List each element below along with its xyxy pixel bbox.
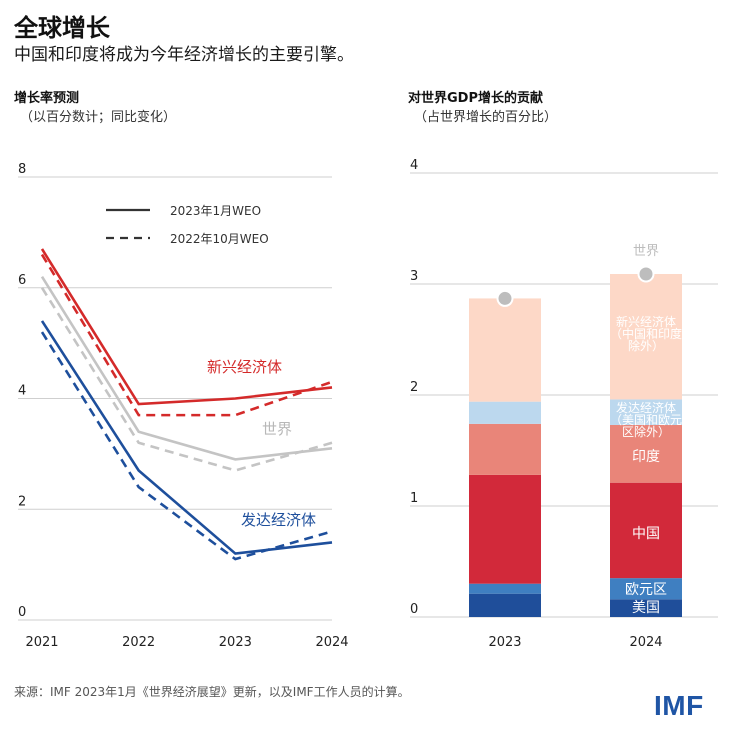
bar-label: 发达经济体	[616, 400, 676, 415]
bar-label: 欧元区	[625, 582, 667, 598]
bar-label: （美国和欧元	[610, 413, 682, 427]
bar-segment-3	[469, 423, 541, 475]
series-line-1	[40, 253, 333, 417]
y-tick-label: 2	[18, 494, 26, 509]
y-tick-label: 0	[410, 602, 418, 617]
series-annotation: 发达经济体	[241, 511, 316, 529]
bar-label: 中国	[632, 526, 660, 542]
x-tick-label: 2024	[629, 635, 662, 650]
series-line-0	[40, 248, 333, 406]
bar-segment-1	[610, 578, 682, 600]
bar-segment-0	[469, 593, 541, 617]
bar-segment-2	[610, 482, 682, 579]
y-tick-label: 8	[18, 162, 26, 177]
right-chart-subtitle: （占世界增长的百分比）	[414, 110, 558, 125]
left-chart-subtitle: （以百分数计；同比变化）	[20, 110, 177, 125]
left-chart-title: 增长率预测	[14, 91, 80, 106]
imf-logo: IMF	[654, 690, 704, 721]
y-tick-label: 0	[18, 605, 26, 620]
series-line-5	[40, 331, 333, 561]
x-tick-label: 2024	[315, 635, 348, 650]
series-annotation: 新兴经济体	[207, 358, 282, 376]
bar-segment-2	[469, 474, 541, 584]
y-tick-label: 4	[410, 158, 418, 173]
world-marker	[637, 265, 655, 283]
legend-label: 2022年10月WEO	[170, 232, 269, 246]
page-title: 全球增长	[14, 14, 110, 42]
bar-segment-1	[469, 583, 541, 594]
bar-label: 印度	[632, 449, 660, 465]
bar-segment-0	[610, 599, 682, 617]
bar-segment-5	[610, 274, 682, 400]
y-tick-label: 4	[18, 384, 26, 399]
bar-label: 世界	[633, 244, 659, 259]
x-tick-label: 2021	[25, 635, 58, 650]
bar-label: 新兴经济体	[616, 314, 676, 329]
x-tick-label: 2023	[219, 635, 252, 650]
x-tick-label: 2023	[488, 635, 521, 650]
y-tick-label: 1	[410, 491, 418, 506]
bar-segment-5	[469, 298, 541, 402]
charts-canvas: 0 2 4 6 8 2021 2022 2023 2024 2023年1月WEO 2022年10月W…	[18, 158, 718, 650]
bar-segment-3	[610, 424, 682, 483]
x-tick-label: 2022	[122, 635, 155, 650]
y-tick-label: 2	[410, 380, 418, 395]
line-chart: 0 2 4 6 8 2021 2022 2023 2024 2023年1月WEO 2022年10月W…	[18, 162, 349, 650]
right-chart-title: 对世界GDP增长的贡献	[408, 91, 543, 106]
legend-label: 2023年1月WEO	[170, 204, 261, 218]
bar-label: 除外）	[628, 338, 664, 353]
bar-segment-4	[610, 399, 682, 425]
source-note: 来源：IMF 2023年1月《世界经济展望》更新，以及IMF工作人员的计算。	[14, 685, 410, 699]
series-line-3	[40, 287, 333, 472]
series-annotation: 世界	[262, 420, 292, 438]
bar-segment-4	[469, 401, 541, 424]
series-line-2	[40, 275, 333, 461]
y-tick-label: 3	[410, 269, 418, 284]
series-line-4	[40, 320, 333, 555]
bar-label: 美国	[632, 600, 660, 616]
world-marker	[496, 289, 514, 307]
bar-label: 区除外）	[622, 424, 670, 439]
y-tick-label: 6	[18, 273, 26, 288]
bar-label: （中国和印度	[610, 326, 682, 341]
page-subtitle: 中国和印度将成为今年经济增长的主要引擎。	[14, 45, 354, 65]
